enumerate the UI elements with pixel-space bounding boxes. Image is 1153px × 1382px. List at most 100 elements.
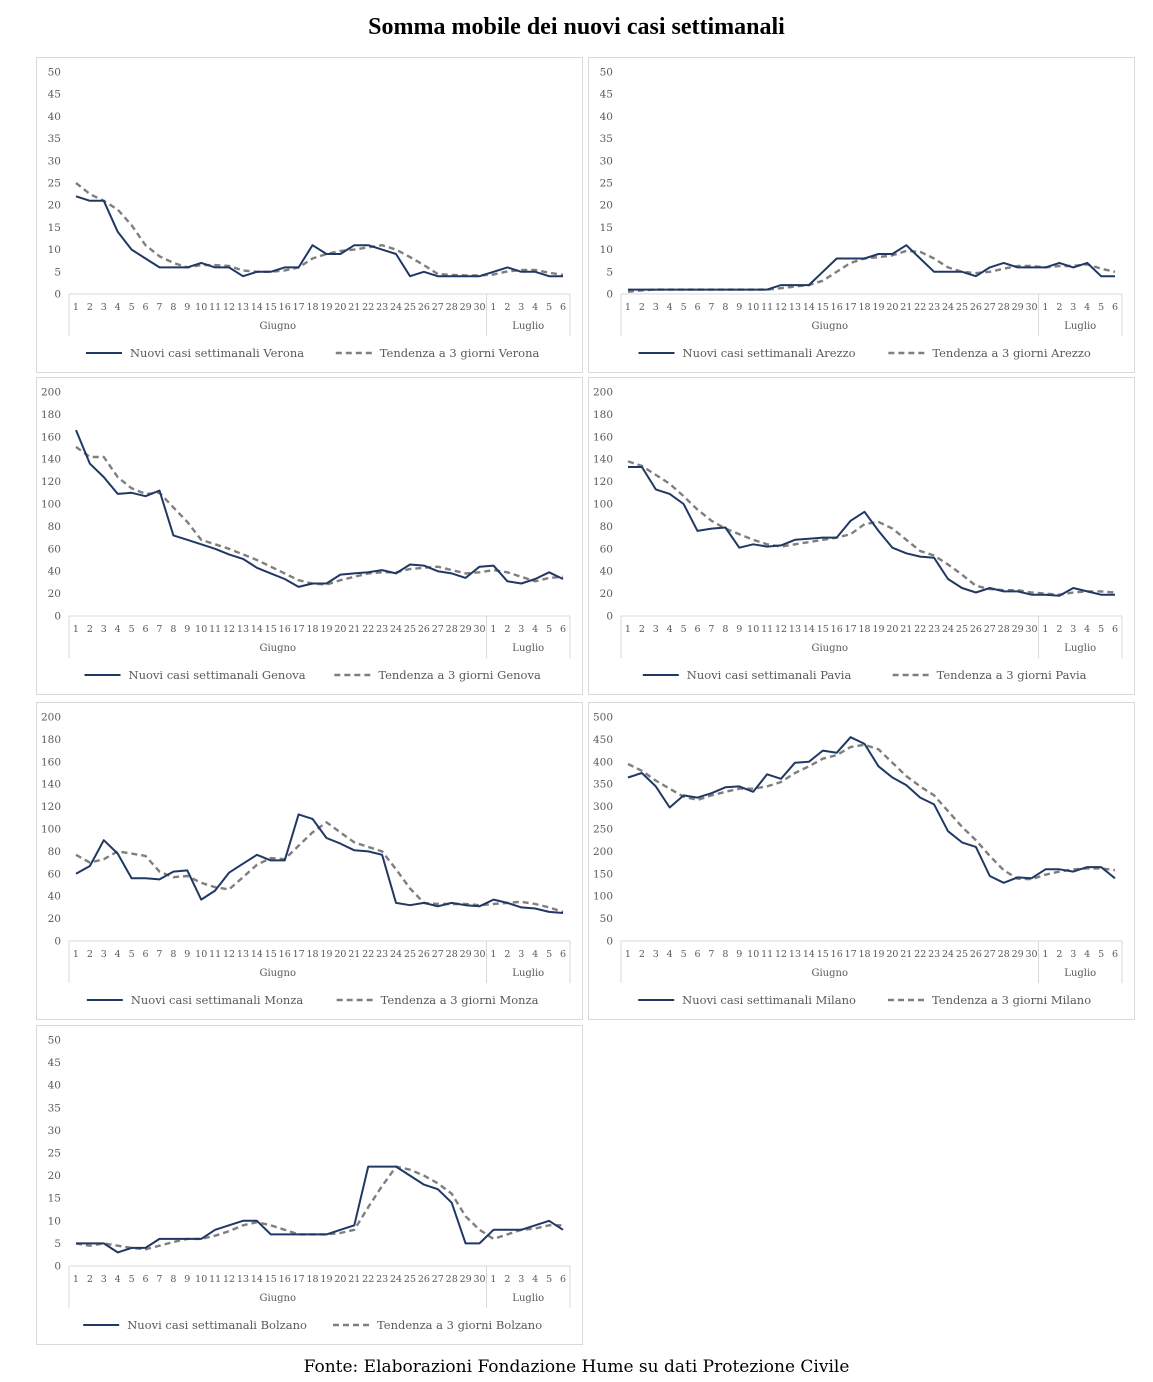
y-tick-label: 0: [54, 1261, 61, 1273]
x-tick-label: 25: [956, 302, 968, 313]
y-tick-label: 10: [48, 244, 61, 256]
y-tick-label: 20: [48, 200, 61, 212]
x-tick-label: 1: [1042, 624, 1048, 635]
x-tick-label: 16: [279, 1274, 291, 1285]
y-tick-label: 40: [48, 111, 61, 123]
x-tick-label: 7: [708, 624, 714, 635]
x-tick-label: 2: [504, 1274, 510, 1285]
y-tick-label: 60: [48, 868, 61, 880]
x-tick-label: 24: [390, 949, 402, 960]
x-tick-label: 19: [872, 949, 884, 960]
x-tick-label: 18: [858, 949, 870, 960]
x-tick-label: 4: [532, 1274, 538, 1285]
y-tick-label: 200: [41, 387, 61, 399]
x-group-label: Luglio: [1064, 643, 1096, 654]
legend-label: Nuovi casi settimanali Bolzano: [127, 1318, 307, 1332]
x-tick-label: 13: [789, 624, 801, 635]
x-tick-label: 11: [209, 949, 221, 960]
x-tick-label: 4: [1084, 302, 1090, 313]
legend-label: Tendenza a 3 giorni Verona: [380, 346, 540, 360]
trend-series-line: [627, 460, 1116, 596]
x-tick-label: 18: [306, 949, 318, 960]
trend-series-line: [627, 743, 1116, 881]
x-tick-label: 1: [73, 949, 79, 960]
x-tick-label: 5: [681, 302, 687, 313]
trend-series-line: [75, 445, 564, 586]
x-tick-label: 12: [775, 624, 787, 635]
x-tick-label: 9: [184, 302, 190, 313]
y-tick-label: 0: [606, 289, 613, 301]
x-tick-label: 23: [928, 302, 940, 313]
y-tick-label: 200: [593, 387, 613, 399]
y-tick-label: 45: [600, 89, 613, 101]
x-tick-label: 26: [970, 949, 982, 960]
legend-label: Tendenza a 3 giorni Monza: [381, 993, 539, 1007]
x-tick-label: 2: [1056, 949, 1062, 960]
x-tick-label: 3: [518, 949, 524, 960]
y-tick-label: 20: [48, 913, 61, 925]
x-tick-label: 1: [490, 949, 496, 960]
y-tick-label: 120: [41, 801, 61, 813]
y-tick-label: 80: [48, 846, 61, 858]
x-tick-label: 6: [143, 302, 149, 313]
x-tick-label: 5: [1098, 624, 1104, 635]
x-tick-label: 17: [293, 949, 305, 960]
x-tick-label: 15: [265, 1274, 277, 1285]
x-group-label: Luglio: [512, 321, 544, 332]
x-tick-label: 10: [747, 949, 759, 960]
x-tick-label: 15: [817, 949, 829, 960]
x-tick-label: 19: [872, 624, 884, 635]
x-tick-label: 7: [156, 1274, 162, 1285]
y-tick-label: 150: [593, 868, 613, 880]
y-tick-label: 140: [593, 454, 613, 466]
y-tick-label: 0: [54, 611, 61, 623]
x-tick-label: 9: [184, 624, 190, 635]
y-tick-label: 10: [600, 244, 613, 256]
legend-label: Tendenza a 3 giorni Bolzano: [377, 1318, 542, 1332]
x-tick-label: 5: [681, 624, 687, 635]
y-tick-label: 160: [41, 756, 61, 768]
x-tick-label: 17: [845, 302, 857, 313]
x-tick-label: 4: [115, 624, 121, 635]
x-tick-label: 13: [237, 949, 249, 960]
x-tick-label: 27: [432, 624, 444, 635]
x-tick-label: 13: [237, 302, 249, 313]
x-tick-label: 5: [681, 949, 687, 960]
x-tick-label: 1: [490, 302, 496, 313]
x-tick-label: 21: [348, 1274, 360, 1285]
x-tick-label: 9: [184, 949, 190, 960]
x-tick-label: 11: [209, 1274, 221, 1285]
x-tick-label: 7: [708, 949, 714, 960]
x-tick-label: 4: [532, 949, 538, 960]
x-tick-label: 25: [404, 302, 416, 313]
x-tick-label: 15: [265, 624, 277, 635]
legend-label: Tendenza a 3 giorni Milano: [932, 993, 1091, 1007]
x-tick-label: 12: [223, 1274, 235, 1285]
x-tick-label: 30: [473, 949, 485, 960]
actual-series-line: [76, 1165, 564, 1254]
x-tick-label: 12: [223, 949, 235, 960]
x-tick-label: 3: [101, 624, 107, 635]
x-tick-label: 28: [998, 624, 1010, 635]
x-tick-label: 5: [129, 1274, 135, 1285]
x-tick-label: 23: [376, 949, 388, 960]
x-tick-label: 30: [1025, 949, 1037, 960]
x-tick-label: 23: [376, 624, 388, 635]
x-tick-label: 22: [362, 302, 374, 313]
y-tick-label: 500: [593, 712, 613, 724]
x-tick-label: 11: [761, 624, 773, 635]
x-tick-label: 8: [170, 949, 176, 960]
x-tick-label: 3: [518, 302, 524, 313]
x-tick-label: 12: [775, 302, 787, 313]
x-tick-label: 30: [1025, 624, 1037, 635]
chart-panel-genova: 0 20 40 60 80 100 120 140 160 180 200 1 2 3 4 5 6 7 8 9 10 11…: [36, 377, 583, 695]
x-tick-label: 27: [984, 949, 996, 960]
x-tick-label: 15: [817, 624, 829, 635]
x-tick-label: 2: [87, 302, 93, 313]
actual-series-line: [627, 736, 1116, 884]
y-tick-label: 160: [593, 431, 613, 443]
x-tick-label: 2: [504, 624, 510, 635]
x-tick-label: 18: [858, 302, 870, 313]
x-tick-label: 5: [546, 1274, 552, 1285]
x-tick-label: 9: [184, 1274, 190, 1285]
